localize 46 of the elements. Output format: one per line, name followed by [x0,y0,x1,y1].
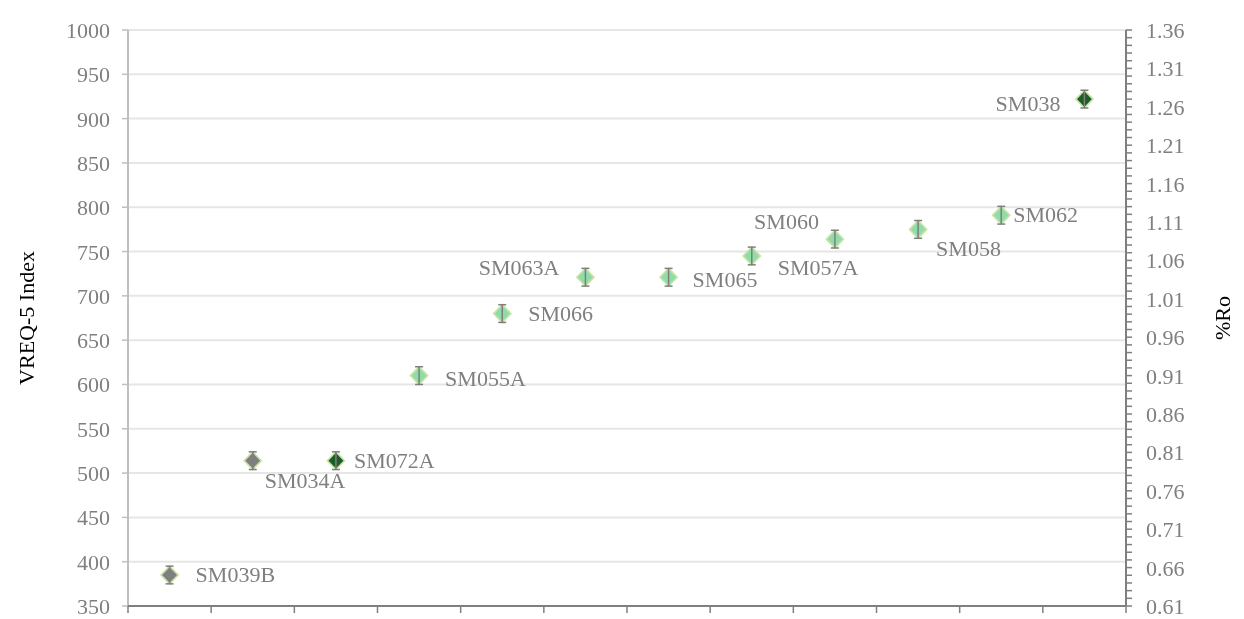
data-label: SM062 [1013,202,1079,228]
y-tick-label: 800 [77,195,110,221]
data-label: SM038 [995,91,1061,117]
y2-tick-label: 1.26 [1146,94,1185,120]
data-label: SM072A [353,447,435,473]
y-tick-label: 700 [77,283,110,309]
point [492,303,512,324]
y-tick-label: 400 [77,549,110,575]
y2-tick-label: 0.91 [1146,363,1185,389]
y2-tick-label: 0.81 [1146,440,1185,466]
y2-tick-label: 0.96 [1146,325,1185,351]
y-tick-label: 450 [77,505,110,531]
data-label: SM066 [528,300,594,326]
data-label: SM034A [264,467,346,493]
data-label: SM039B [195,561,276,587]
data-label: SM055A [445,365,526,391]
y2-tick-label: 1.06 [1146,248,1185,274]
y-tick-label: 500 [77,461,110,487]
y2-tick-label: 1.21 [1146,133,1185,159]
y-tick-label: 600 [77,372,110,398]
data-label: SM057A [777,254,859,280]
y2-tick-label: 0.86 [1146,402,1185,427]
data-label: SM060 [754,209,819,235]
y-tick-label: 950 [77,62,110,88]
y2-tick-label: 1.11 [1146,210,1184,235]
y-tick-label: 900 [77,106,110,132]
y2-tick-label: 1.36 [1146,18,1185,43]
data-label: SM058 [936,236,1001,262]
data-label: SM063A [478,255,560,281]
y2-tick-label: 0.61 [1146,594,1185,619]
y-tick-label: 850 [77,150,110,176]
y2-tick-label: 0.76 [1146,478,1185,504]
y-tick-label: 750 [77,239,110,265]
y-tick-label: 550 [77,416,110,442]
y2-axis-title: %Ro [1210,296,1235,340]
point [160,565,179,585]
y2-tick-label: 0.66 [1146,555,1185,581]
y-tick-label: 1000 [66,18,110,43]
y-tick-label: 350 [77,594,110,619]
y2-tick-label: 1.01 [1146,286,1185,312]
y2-tick-label: 0.71 [1146,517,1185,543]
y-tick-label: 650 [77,328,110,354]
y-axis-title: VREQ-5 Index [14,251,39,385]
data-label: SM065 [692,267,758,293]
y2-tick-label: 1.31 [1146,56,1185,82]
y2-tick-label: 1.16 [1146,171,1185,197]
